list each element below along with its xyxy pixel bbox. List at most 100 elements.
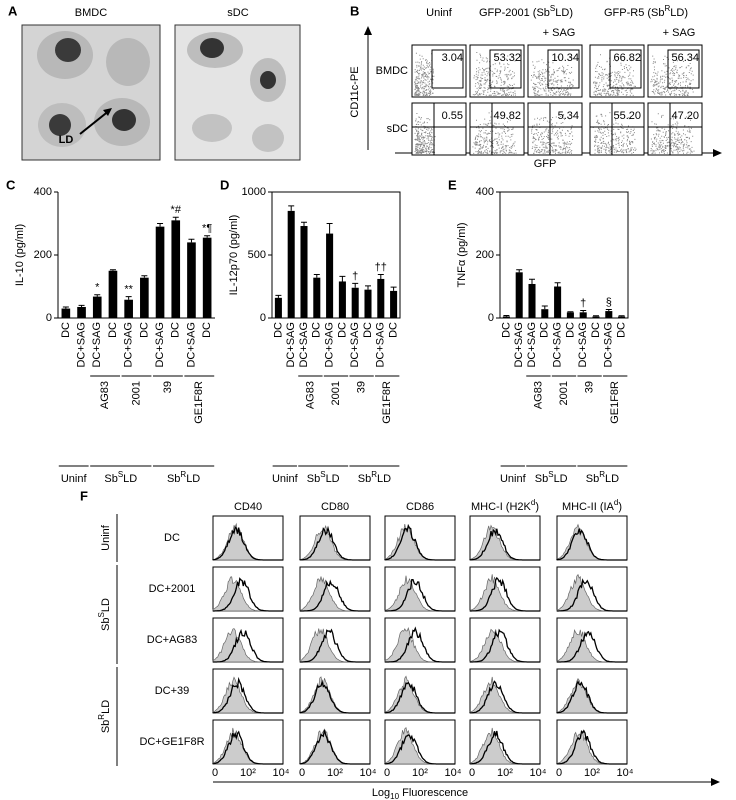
dot-cloud	[530, 56, 574, 96]
row-group-label: SbSLD	[97, 598, 112, 631]
text-part: MHC-II (IA	[562, 501, 615, 513]
row-group-label: SbRLD	[97, 700, 112, 733]
error-bar	[618, 315, 625, 317]
row-label: sDC	[387, 123, 408, 135]
x-tick-label: DC+SAG	[154, 322, 166, 368]
group-label: 39	[584, 381, 596, 393]
significance-mark: ††	[375, 261, 387, 273]
superscript: S	[97, 612, 106, 617]
panel-label: E	[448, 177, 457, 192]
super-group-label: Uninf	[61, 473, 88, 485]
x-tick-label: DC+SAG	[123, 322, 135, 368]
superscript: d	[531, 498, 535, 507]
super-group-label: SbRLD	[358, 470, 391, 485]
bar	[108, 270, 118, 318]
dot-cloud	[531, 114, 574, 154]
marker-histogram	[385, 579, 455, 612]
y-tick-label: 0	[260, 312, 266, 324]
text-part: LD)	[670, 7, 688, 19]
marker-histogram	[213, 577, 283, 612]
text-part: Sb	[358, 473, 371, 485]
x-tick-label: 0	[384, 767, 390, 779]
gate-value: 66.82	[613, 52, 641, 64]
super-group-label: SbRLD	[586, 470, 619, 485]
error-bar	[125, 296, 132, 300]
x-tick-label: DC	[616, 322, 628, 338]
bar	[566, 312, 574, 318]
y-tick-label: 400	[34, 186, 52, 198]
bar	[351, 287, 359, 318]
dot-cloud	[414, 52, 435, 96]
annotation: LD	[59, 134, 74, 146]
bar	[326, 233, 334, 318]
bar	[287, 210, 295, 318]
arrow-head	[364, 26, 372, 35]
y-axis-label: CD11c-PE	[349, 66, 361, 117]
bar	[377, 278, 385, 318]
x-tick-label: DC+SAG	[91, 322, 103, 368]
text-part: Sb	[586, 473, 599, 485]
gate-value: 56.34	[671, 52, 699, 64]
group-label: 2001	[130, 381, 142, 405]
text-part: LD	[186, 473, 200, 485]
significance-mark: †	[352, 270, 358, 282]
dot-cloud	[414, 113, 436, 154]
marker-histogram	[470, 576, 540, 612]
x-tick-label: DC+SAG	[285, 322, 297, 368]
marker-histogram	[556, 680, 627, 714]
arrow-head	[713, 149, 722, 157]
text-part: GFP-R5 (Sb	[604, 7, 665, 19]
bar	[77, 306, 86, 318]
error-bar	[580, 309, 587, 313]
gate-value: 5.34	[558, 110, 579, 122]
x-tick-label: DC	[362, 322, 374, 338]
x-tick-label: DC+SAG	[526, 322, 538, 368]
marker-histogram	[384, 523, 455, 561]
significance-mark: §	[606, 296, 612, 308]
y-tick-label: 0	[488, 312, 494, 324]
column-header: Uninf	[426, 7, 453, 19]
x-tick-label: DC	[170, 322, 182, 338]
error-bar	[94, 294, 101, 297]
gate	[667, 49, 700, 89]
error-bar	[188, 238, 195, 243]
x-tick-label: DC+SAG	[513, 322, 525, 368]
nucleus	[55, 38, 81, 62]
error-bar	[326, 223, 333, 234]
text-part: Sb	[100, 617, 112, 630]
subscript: 10	[390, 792, 399, 800]
x-tick-label: DC+SAG	[75, 322, 87, 368]
x-tick-label: 10⁴	[273, 767, 290, 779]
y-axis-label: IL-12p70 (pg/ml)	[228, 215, 240, 296]
x-tick-label: 10²	[412, 767, 428, 779]
panel-label: C	[6, 177, 16, 192]
bar	[124, 299, 133, 318]
error-bar	[275, 294, 282, 298]
gate-value: 55.20	[613, 110, 641, 122]
marker-histogram	[212, 525, 283, 561]
bar	[140, 277, 149, 318]
marker-histogram	[299, 729, 370, 765]
x-tick-label: DC	[388, 322, 400, 338]
superscript: R	[180, 470, 186, 479]
bar	[171, 220, 181, 318]
marker-histogram	[212, 730, 283, 765]
marker-histogram	[557, 578, 627, 612]
x-tick-label: 10⁴	[530, 767, 547, 779]
error-bar	[593, 315, 599, 317]
significance-mark: *#	[171, 204, 182, 216]
x-tick-label: DC+SAG	[552, 322, 564, 368]
gate-value: 0.55	[442, 110, 463, 122]
x-tick-label: 10²	[584, 767, 600, 779]
error-bar	[339, 275, 346, 282]
x-tick-label: DC	[138, 322, 150, 338]
text-part: LD)	[555, 7, 573, 19]
x-tick-label: DC	[336, 322, 348, 338]
cell	[192, 114, 232, 142]
panel-label: F	[80, 488, 88, 503]
x-tick-label: 10⁴	[360, 767, 377, 779]
error-bar	[288, 205, 295, 211]
x-tick-label: 0	[299, 767, 305, 779]
text-part: MHC-I (H2K	[471, 501, 532, 513]
arrow-head	[103, 108, 112, 116]
